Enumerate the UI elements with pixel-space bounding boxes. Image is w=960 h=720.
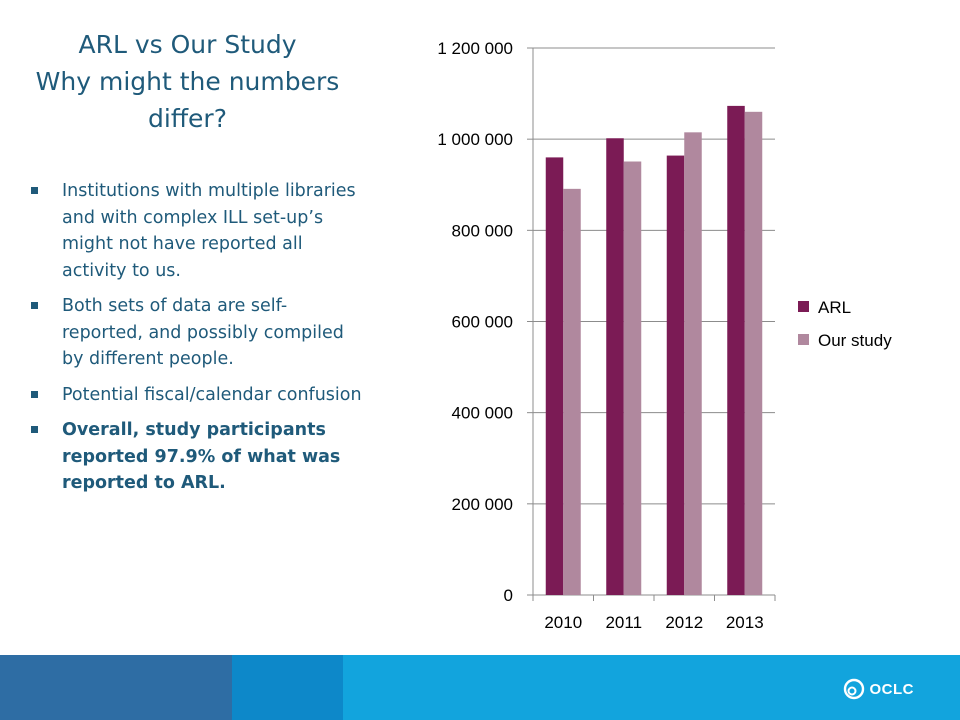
x-tick-label: 2010 [544, 613, 582, 632]
x-tick-label: 2011 [605, 613, 642, 632]
y-tick-label: 200 000 [452, 495, 513, 514]
oclc-logo: OCLC [842, 677, 915, 701]
oclc-logo-text: OCLC [869, 680, 914, 698]
footer-segment-light [343, 655, 960, 720]
y-tick-label: 1 000 000 [437, 130, 513, 149]
slide-title: ARL vs Our Study Why might the numbers d… [10, 26, 365, 137]
legend-swatch [798, 301, 809, 312]
bar-our-study-2012 [684, 132, 702, 595]
bullet-text: Potential fiscal/calendar confusion [62, 384, 362, 405]
legend-label: ARL [818, 298, 851, 317]
bullet-text: Institutions with multiple libraries and… [62, 181, 356, 281]
bullet-item-conclusion: Overall, study participants reported 97.… [28, 417, 368, 497]
bar-arl-2012 [666, 155, 685, 595]
bullet-text: Both sets of data are self-reported, and… [62, 296, 344, 369]
footer-bar: OCLC [0, 655, 960, 720]
y-tick-label: 0 [504, 586, 513, 605]
title-line-2: Why might the numbers [35, 67, 340, 96]
bar-our-study-2010 [563, 188, 581, 596]
y-tick-label: 400 000 [452, 404, 513, 423]
y-tick-label: 600 000 [452, 313, 513, 332]
square-bullet-icon [31, 302, 38, 309]
x-tick-label: 2013 [726, 613, 764, 632]
bar-arl-2013 [727, 105, 745, 595]
bullet-list: Institutions with multiple libraries and… [28, 178, 368, 506]
bullet-item: Potential fiscal/calendar confusion [28, 382, 368, 409]
bar-arl-2011 [606, 138, 624, 595]
legend-label: Our study [818, 331, 892, 350]
square-bullet-icon [31, 390, 38, 398]
bar-arl-2010 [545, 157, 564, 595]
title-line-3: differ? [148, 104, 227, 133]
title-line-1: ARL vs Our Study [78, 30, 297, 59]
oclc-mark-icon [843, 678, 864, 700]
x-tick-label: 2012 [665, 613, 703, 632]
bar-our-study-2011 [623, 161, 642, 595]
footer-segment-medium [232, 655, 343, 720]
bullet-item: Both sets of data are self-reported, and… [28, 293, 368, 373]
y-tick-label: 800 000 [452, 221, 513, 240]
bar-chart: 0 200 000 400 000 600 000 800 000 1 000 000 1 … [437, 39, 892, 632]
footer-segment-dark [0, 655, 232, 720]
legend-swatch [798, 334, 809, 345]
bullet-text: Overall, study participants reported 97.… [62, 420, 341, 493]
bar-our-study-2013 [744, 111, 763, 596]
y-tick-label: 1 200 000 [437, 39, 513, 58]
square-bullet-icon [31, 187, 38, 194]
square-bullet-icon [31, 426, 38, 433]
bullet-item: Institutions with multiple libraries and… [28, 178, 368, 284]
